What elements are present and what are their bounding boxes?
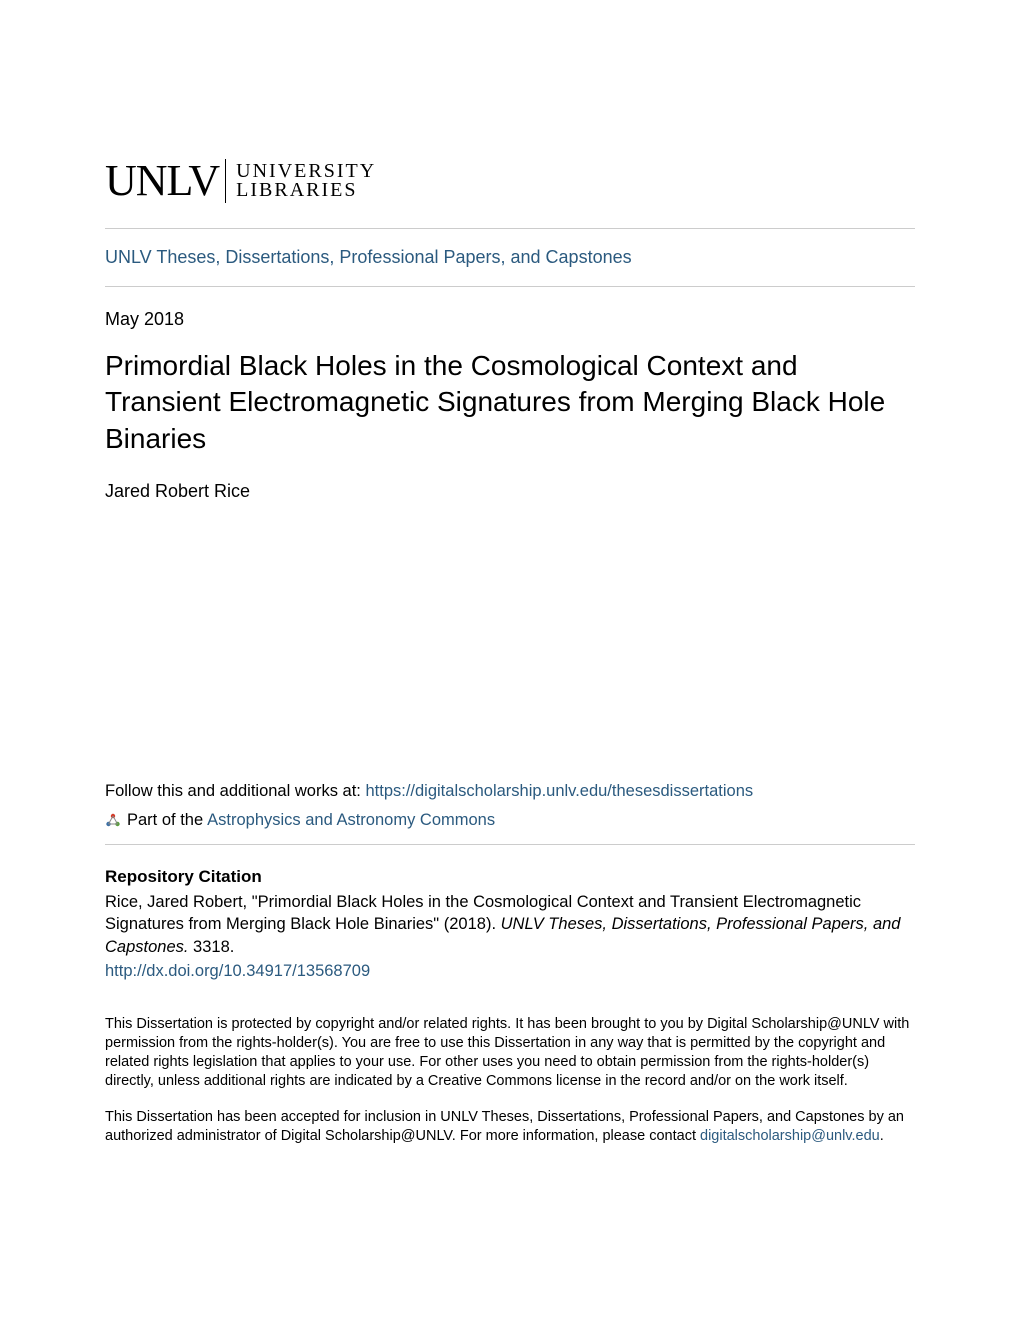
copyright-disclaimer: This Dissertation is protected by copyri… [105, 1015, 915, 1090]
contact-email-link[interactable]: digitalscholarship@unlv.edu [700, 1128, 880, 1144]
logo-line1: UNIVERSITY [236, 162, 376, 181]
citation-text: Rice, Jared Robert, "Primordial Black Ho… [105, 891, 915, 958]
publication-date: May 2018 [105, 287, 915, 330]
part-prefix: Part of the [127, 811, 203, 830]
collection-link[interactable]: UNLV Theses, Dissertations, Professional… [105, 247, 632, 267]
divider-rule [105, 844, 915, 845]
disclaimer2-after: . [880, 1128, 884, 1144]
collection-row: UNLV Theses, Dissertations, Professional… [105, 229, 915, 286]
logo-divider [225, 159, 226, 203]
citation-heading: Repository Citation [105, 867, 915, 887]
institution-logo: UNLV UNIVERSITY LIBRARIES [105, 155, 915, 206]
logo-line2: LIBRARIES [236, 181, 376, 200]
follow-url-link[interactable]: https://digitalscholarship.unlv.edu/thes… [365, 782, 753, 800]
citation-after: 3318. [188, 938, 234, 956]
paper-title: Primordial Black Holes in the Cosmologic… [105, 348, 915, 457]
logo-libraries-text: UNIVERSITY LIBRARIES [236, 162, 376, 200]
part-of-line: Part of the Astrophysics and Astronomy C… [105, 811, 915, 830]
network-icon [105, 813, 121, 829]
follow-works-line: Follow this and additional works at: htt… [105, 782, 915, 801]
commons-link[interactable]: Astrophysics and Astronomy Commons [207, 811, 495, 830]
inclusion-disclaimer: This Dissertation has been accepted for … [105, 1108, 915, 1146]
doi-link[interactable]: http://dx.doi.org/10.34917/13568709 [105, 962, 370, 981]
logo-unlv-text: UNLV [105, 155, 219, 206]
follow-prefix: Follow this and additional works at: [105, 782, 365, 800]
author-name: Jared Robert Rice [105, 481, 915, 502]
